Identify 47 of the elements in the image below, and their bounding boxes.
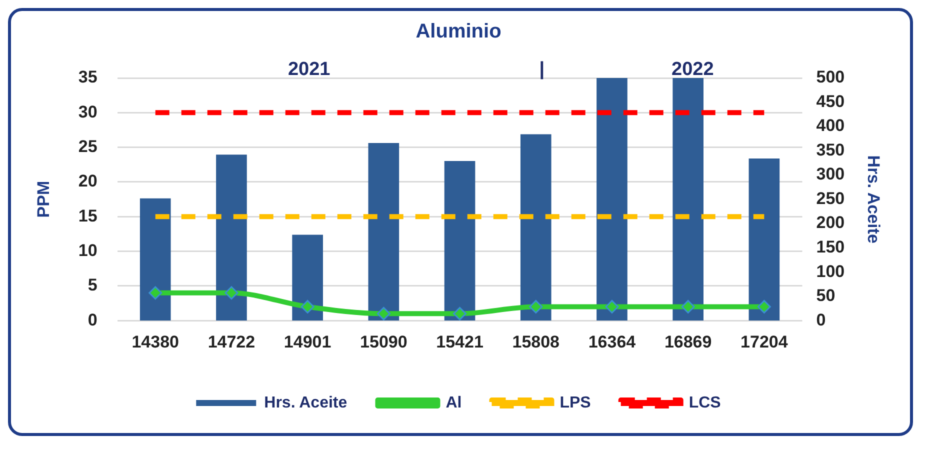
bar [140,198,171,321]
x-tick-label: 14722 [208,332,256,352]
x-tick-label: 15421 [436,332,484,352]
y2-tick-label: 200 [816,213,845,232]
x-tick-label: 15808 [512,332,560,352]
x-tick-label: 14380 [132,332,179,352]
y-tick-label: 30 [78,102,98,122]
legend-label: LPS [560,394,592,412]
y2-tick-label: 300 [816,164,845,184]
bar [748,158,780,321]
y2-axis-title: Hrs. Aceite [864,155,884,244]
y-tick-label: 5 [88,276,98,295]
bar [368,143,400,321]
legend-label: LCS [688,394,722,412]
y2-tick-label: 450 [816,92,845,111]
x-tick-label: 14901 [284,332,332,352]
y2-tick-label: 500 [816,68,845,87]
y2-tick-label: 150 [816,238,845,257]
y2-tick-label: 400 [816,116,845,136]
bar [444,160,476,321]
y2-tick-label: 250 [816,188,845,208]
bar [596,78,628,321]
legend-label: Hrs. Aceite [264,394,348,412]
x-tick-label: 16869 [664,332,712,352]
y-tick-label: 25 [78,137,98,156]
y-tick-label: 0 [88,310,98,330]
annotation: | [539,59,545,80]
y2-tick-label: 50 [816,286,836,306]
bar [216,154,247,321]
y-tick-label: 35 [78,68,98,87]
x-tick-label: 16364 [588,332,636,352]
chart-title: Aluminio [416,20,502,43]
y2-tick-label: 0 [816,310,826,330]
y-tick-label: 15 [78,206,98,226]
bar [672,78,704,321]
annotation: 2022 [672,59,714,80]
bar [520,134,552,321]
y-axis-title: PPM [34,180,53,218]
y-tick-label: 20 [78,172,98,191]
y-tick-label: 10 [78,240,98,260]
bar [292,234,323,321]
x-tick-label: 17204 [740,332,788,352]
x-tick-label: 15090 [360,332,408,352]
annotation: 2021 [288,59,331,80]
legend-label: Al [446,394,462,412]
y2-tick-label: 350 [816,140,845,160]
y2-tick-label: 100 [816,262,845,281]
